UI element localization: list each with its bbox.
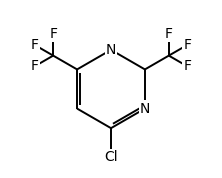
Text: F: F <box>31 38 39 52</box>
Text: F: F <box>183 59 191 73</box>
Text: F: F <box>183 38 191 52</box>
Text: F: F <box>49 27 57 41</box>
Text: N: N <box>106 43 116 57</box>
Text: F: F <box>31 59 39 73</box>
Text: N: N <box>140 102 150 116</box>
Text: F: F <box>165 27 173 41</box>
Text: Cl: Cl <box>104 150 118 164</box>
